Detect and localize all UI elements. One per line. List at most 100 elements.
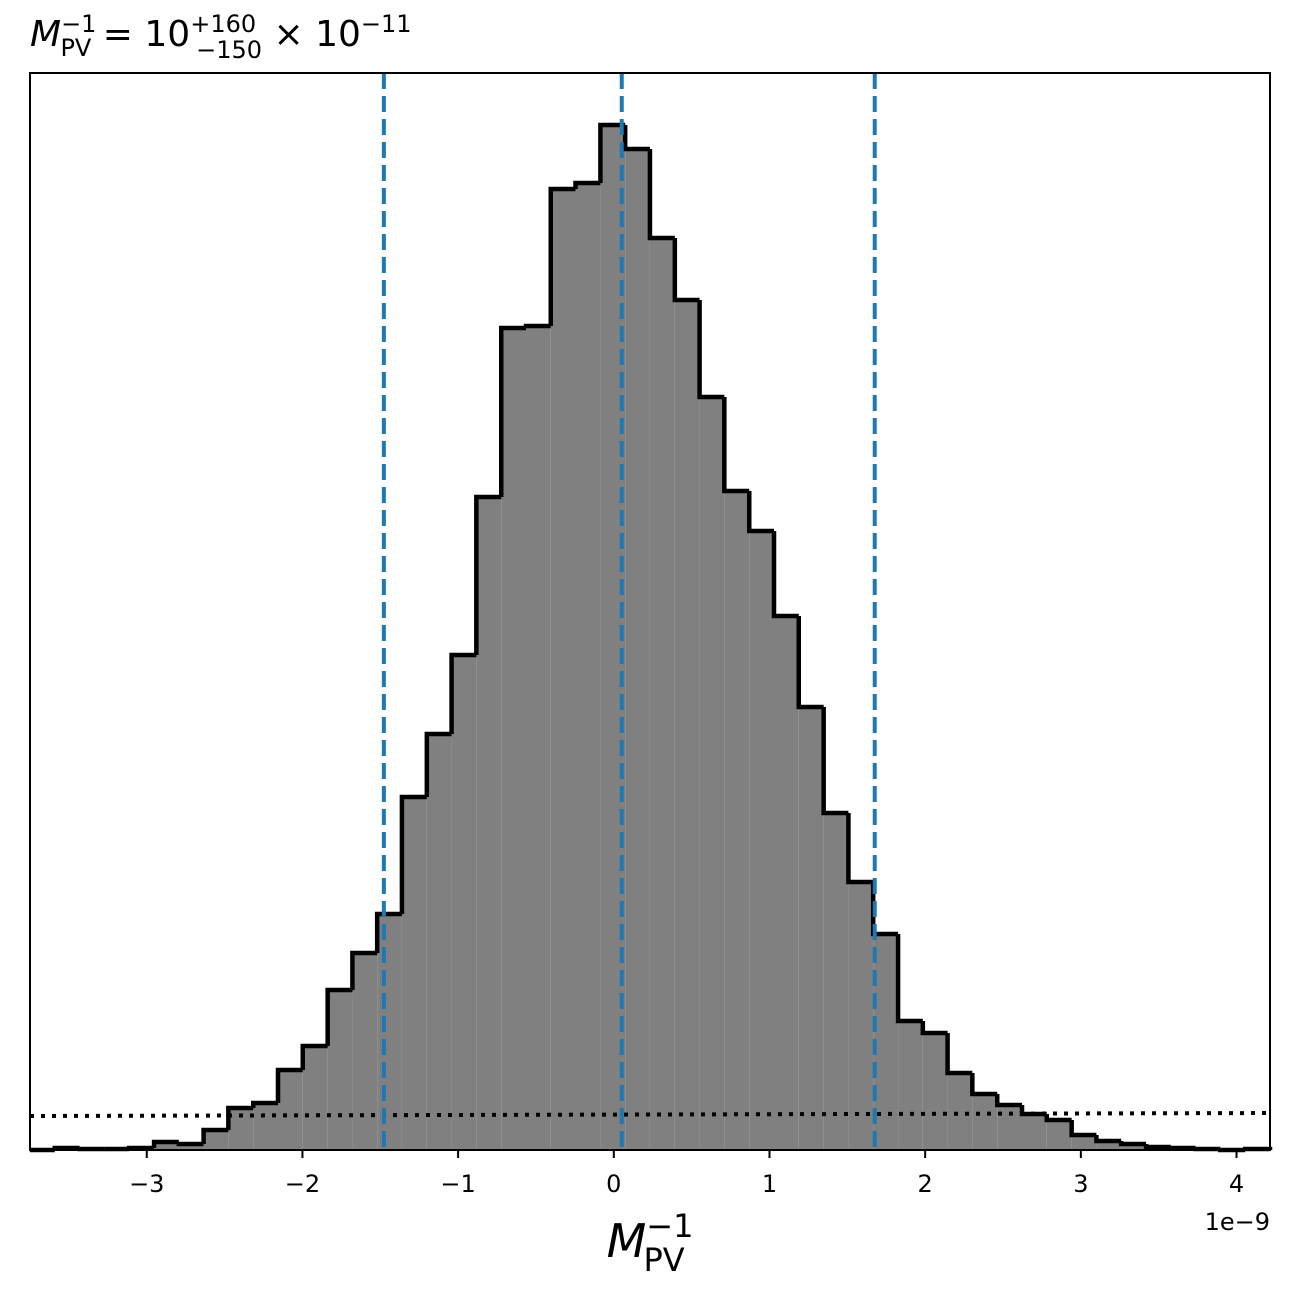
bar bbox=[377, 914, 402, 1150]
title-sup: −1 bbox=[61, 10, 96, 38]
bar-outline bbox=[399, 794, 427, 914]
bar bbox=[749, 531, 774, 1150]
bar-outline bbox=[821, 707, 849, 816]
bar bbox=[550, 189, 576, 1150]
xlabel-sup: −1 bbox=[646, 1207, 693, 1245]
bar bbox=[947, 1073, 973, 1150]
bar bbox=[625, 149, 650, 1150]
bar-outline bbox=[250, 1100, 278, 1108]
bar-outline bbox=[474, 494, 502, 655]
bar-outline bbox=[523, 323, 551, 329]
bar-outline bbox=[994, 1094, 1022, 1108]
plot-frame bbox=[29, 72, 1271, 1151]
bar-outline bbox=[151, 1139, 179, 1148]
bar-outline bbox=[1069, 1120, 1097, 1138]
bar bbox=[699, 397, 725, 1150]
bar-outline bbox=[920, 1021, 948, 1036]
bar bbox=[278, 1070, 303, 1150]
bar bbox=[823, 813, 849, 1150]
title-times: × 10 bbox=[262, 14, 361, 55]
title-sub: PV bbox=[60, 34, 91, 62]
bar bbox=[774, 616, 799, 1150]
chart-title: M−1 PV = 10+160 −150 × 10−11 bbox=[30, 10, 412, 64]
xlabel-symbol: M bbox=[607, 1214, 647, 1268]
bar-outline bbox=[846, 813, 874, 885]
title-symbol: M bbox=[30, 14, 61, 55]
x-tick-label: 1 bbox=[762, 1170, 777, 1198]
bar-outline bbox=[1118, 1141, 1147, 1147]
bar bbox=[1071, 1135, 1097, 1150]
bar bbox=[724, 491, 750, 1150]
title-eq: = 10 bbox=[91, 14, 190, 55]
bar-outline bbox=[1193, 1146, 1221, 1152]
bar bbox=[501, 328, 526, 1150]
bar bbox=[302, 1046, 328, 1150]
bar bbox=[1022, 1114, 1047, 1150]
bar-outline bbox=[970, 1073, 998, 1097]
x-tick-label: −1 bbox=[440, 1170, 475, 1198]
x-tick-label: 2 bbox=[918, 1170, 933, 1198]
bar-outline bbox=[1094, 1135, 1122, 1144]
bar bbox=[898, 1021, 923, 1150]
bar bbox=[1046, 1120, 1072, 1150]
bar bbox=[154, 1142, 179, 1150]
bar-outline bbox=[126, 1145, 155, 1151]
title-minus: −150 bbox=[196, 36, 262, 64]
bar-outline bbox=[449, 652, 477, 734]
bar-outline bbox=[548, 186, 576, 326]
title-exp: −11 bbox=[361, 10, 412, 38]
bar-outline bbox=[573, 180, 601, 189]
bar bbox=[873, 934, 899, 1150]
bar-outline bbox=[1143, 1144, 1171, 1150]
bar-outline bbox=[945, 1033, 973, 1076]
bar bbox=[1121, 1144, 1147, 1150]
bar-outline bbox=[498, 325, 526, 497]
bar-outline bbox=[226, 1105, 254, 1130]
bar-outline bbox=[647, 149, 675, 241]
bar-outline bbox=[598, 122, 626, 183]
title-plus: +160 bbox=[190, 10, 256, 38]
x-tick-label: 0 bbox=[606, 1170, 621, 1198]
bar-outline bbox=[176, 1141, 204, 1147]
bar-outline bbox=[895, 934, 923, 1024]
x-offset-label: 1e−9 bbox=[1205, 1208, 1270, 1236]
bar-outline bbox=[672, 238, 700, 303]
bar-outline bbox=[300, 1043, 328, 1070]
bar bbox=[972, 1094, 998, 1150]
bar-outline bbox=[424, 731, 452, 797]
x-tick-label: −3 bbox=[129, 1170, 164, 1198]
bar-outline bbox=[697, 300, 725, 400]
bar bbox=[1096, 1141, 1122, 1150]
xlabel-sub: PV bbox=[643, 1241, 684, 1279]
bar-outline bbox=[722, 397, 750, 494]
x-tick-label: −2 bbox=[285, 1170, 320, 1198]
bar bbox=[922, 1033, 948, 1150]
bar-outline bbox=[77, 1146, 105, 1152]
bar bbox=[352, 953, 378, 1150]
bar-outline bbox=[374, 911, 402, 953]
x-tick-label: 3 bbox=[1073, 1170, 1088, 1198]
bar-outline bbox=[201, 1127, 229, 1144]
bar bbox=[401, 797, 427, 1150]
bar bbox=[327, 990, 353, 1150]
bar bbox=[798, 707, 824, 1150]
bar-outline bbox=[746, 491, 774, 534]
bar bbox=[575, 183, 601, 1150]
x-axis-label: M−1 PV bbox=[607, 1207, 694, 1279]
bar bbox=[476, 497, 502, 1150]
bar bbox=[253, 1103, 278, 1150]
bar bbox=[848, 882, 874, 1150]
bar-outline bbox=[325, 987, 353, 1046]
bar bbox=[526, 326, 551, 1150]
bar bbox=[674, 300, 700, 1150]
bar-outline bbox=[771, 531, 799, 619]
bar bbox=[649, 238, 675, 1150]
x-tick-label: 4 bbox=[1229, 1170, 1244, 1198]
bar bbox=[426, 734, 452, 1150]
bar bbox=[451, 655, 477, 1150]
bar-outline bbox=[1168, 1145, 1196, 1151]
bar-outline bbox=[275, 1067, 303, 1103]
bar-outline bbox=[796, 616, 824, 710]
bar-outline bbox=[350, 950, 378, 990]
